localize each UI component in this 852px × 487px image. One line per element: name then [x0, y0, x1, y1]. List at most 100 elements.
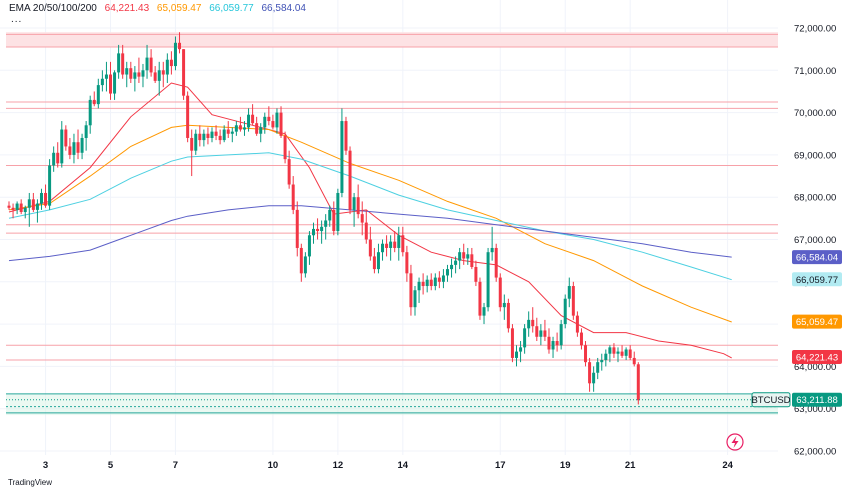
candlesticks — [7, 32, 640, 405]
candle-body — [393, 241, 397, 248]
last-price-label: 63,211.88 — [796, 395, 838, 406]
chart-grid — [0, 0, 778, 455]
candle-body — [39, 192, 43, 204]
indicator-legend[interactable]: EMA 20/50/100/200 64,221.43 65,059.47 66… — [9, 3, 311, 14]
candle-body — [117, 53, 121, 73]
candle-body — [401, 235, 405, 253]
flash-icon-bolt — [731, 436, 739, 448]
candle-body — [417, 281, 421, 291]
ema-line — [8, 124, 732, 323]
candle-body — [336, 192, 340, 232]
candle-body — [19, 203, 23, 213]
candle-body — [27, 199, 31, 208]
x-tick-label: 19 — [560, 460, 571, 471]
candle-body — [72, 142, 76, 155]
ema20-value: 64,221.43 — [104, 3, 150, 14]
candle-body — [324, 220, 328, 227]
candle-body — [571, 286, 575, 316]
x-tick-label: 12 — [333, 460, 344, 471]
candle-body — [482, 307, 486, 316]
candle-body — [616, 351, 620, 354]
candle-body — [458, 252, 462, 261]
last-price-marker: BTCUSD 63,211.88 — [6, 392, 842, 408]
candle-body — [397, 235, 401, 248]
candle-body — [604, 353, 608, 361]
flash-icon[interactable] — [726, 433, 744, 451]
ema200-value: 66,584.04 — [261, 3, 306, 14]
candle-body — [267, 116, 271, 122]
time-axis[interactable]: 3 5 7 10 12 14 17 19 21 24 — [43, 460, 734, 471]
candle-body — [559, 324, 563, 346]
price-tags: 66,584.04 66,059.77 65,059.47 64,221.43 — [792, 250, 842, 365]
candle-body — [222, 129, 226, 141]
candle-body — [596, 362, 600, 373]
candle-body — [133, 72, 137, 79]
y-tick-label: 71,000.00 — [794, 66, 836, 77]
ema-price-tag-label: 65,059.47 — [796, 317, 838, 328]
candle-body — [547, 336, 551, 350]
candle-body — [551, 341, 555, 350]
candle-body — [328, 209, 332, 221]
candle-body — [88, 99, 92, 126]
candle-body — [437, 277, 441, 282]
candle-body — [450, 264, 454, 270]
ema-line — [8, 205, 732, 262]
candle-body — [56, 152, 60, 164]
candle-body — [279, 112, 283, 136]
candle-body — [145, 57, 149, 71]
candle-body — [523, 328, 527, 348]
candle-body — [275, 112, 279, 128]
last-price-tag — [792, 392, 842, 407]
candle-body — [340, 121, 344, 193]
tradingview-watermark: TradingView — [8, 478, 53, 487]
candle-body — [502, 302, 506, 308]
candle-body — [519, 347, 523, 352]
candle-body — [490, 247, 494, 253]
candle-body — [429, 279, 433, 287]
candle-body — [157, 70, 161, 81]
support-resistance-zones — [6, 32, 778, 416]
ema-price-tag-label: 64,221.43 — [796, 353, 838, 364]
candle-body — [364, 222, 368, 240]
candle-body — [421, 281, 425, 287]
candle-body — [543, 330, 547, 337]
candle-body — [44, 192, 48, 206]
candle-body — [230, 131, 234, 134]
candle-body — [320, 226, 324, 232]
candle-body — [316, 228, 320, 232]
y-tick-label: 69,000.00 — [794, 150, 836, 161]
x-tick-label: 21 — [625, 460, 636, 471]
candle-body — [137, 72, 141, 77]
y-tick-label: 70,000.00 — [794, 108, 836, 119]
candle-body — [226, 129, 230, 134]
candle-body — [11, 207, 15, 210]
candle-body — [96, 85, 100, 105]
candle-body — [588, 362, 592, 384]
x-tick-label: 10 — [268, 460, 279, 471]
x-tick-label: 5 — [108, 460, 114, 471]
candle-body — [405, 252, 409, 274]
ema-price-tag — [792, 250, 842, 265]
candle-body — [210, 131, 214, 138]
candle-body — [291, 184, 295, 210]
more-options-icon[interactable]: ... — [11, 14, 23, 25]
candle-body — [129, 68, 133, 79]
candle-body — [287, 159, 291, 185]
candle-body — [592, 372, 596, 384]
candle-body — [454, 260, 458, 265]
x-tick-label: 3 — [43, 460, 48, 471]
candle-body — [247, 114, 251, 128]
candle-body — [100, 78, 104, 86]
candle-body — [218, 135, 222, 141]
candle-body — [295, 209, 299, 248]
candle-body — [628, 349, 632, 358]
candle-body — [312, 228, 315, 236]
candle-body — [194, 133, 198, 151]
x-tick-label: 7 — [173, 460, 178, 471]
candle-body — [584, 345, 588, 363]
candle-body — [173, 42, 177, 67]
ema-lines — [8, 82, 732, 359]
candle-body — [433, 277, 437, 287]
candle-body — [413, 290, 417, 308]
